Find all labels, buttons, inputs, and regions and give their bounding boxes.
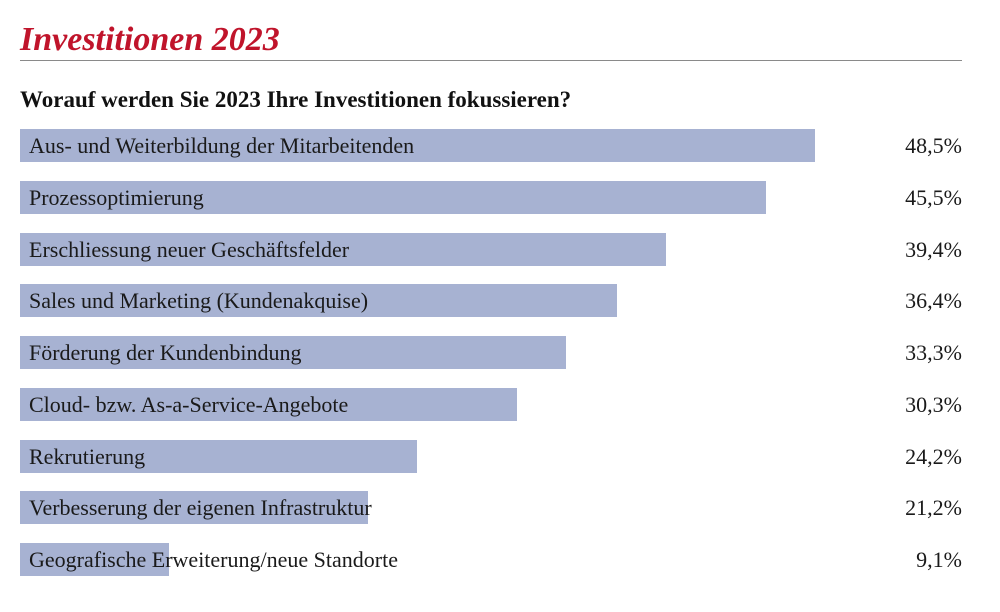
bar-row: Sales und Marketing (Kundenakquise) 36,4% bbox=[20, 284, 962, 317]
bar bbox=[20, 440, 417, 473]
bar-row: Erschliessung neuer Geschäftsfelder 39,4% bbox=[20, 233, 962, 266]
value-label: 30,3% bbox=[905, 392, 962, 417]
category-label: Sales und Marketing (Kundenakquise) bbox=[29, 288, 369, 313]
category-label: Verbesserung der eigenen Infrastruktur bbox=[29, 495, 372, 520]
value-label: 24,2% bbox=[905, 444, 962, 469]
bar bbox=[20, 181, 766, 214]
value-label: 36,4% bbox=[905, 288, 962, 313]
value-label: 48,5% bbox=[905, 133, 962, 158]
bar bbox=[20, 336, 566, 369]
category-label: Prozessoptimierung bbox=[29, 185, 204, 210]
category-label: Rekrutierung bbox=[29, 444, 146, 469]
value-label: 45,5% bbox=[905, 185, 962, 210]
bar-row: Rekrutierung 24,2% bbox=[20, 440, 962, 473]
bar bbox=[20, 491, 368, 524]
chart-question: Worauf werden Sie 2023 Ihre Investitione… bbox=[20, 87, 572, 112]
bar-row: Förderung der Kundenbindung 33,3% bbox=[20, 336, 962, 369]
value-label: 9,1% bbox=[916, 547, 962, 572]
bar bbox=[20, 284, 617, 317]
category-label: Cloud- bzw. As-a-Service-Angebote bbox=[29, 392, 349, 417]
category-label: Erschliessung neuer Geschäftsfelder bbox=[29, 237, 350, 262]
bar bbox=[20, 543, 169, 576]
title-divider bbox=[20, 60, 962, 61]
bar-row: Prozessoptimierung 45,5% bbox=[20, 181, 962, 214]
bar-row: Aus- und Weiterbildung der Mitarbeitende… bbox=[20, 129, 962, 162]
bar-row: Geografische Erweiterung/neue Standorte 9… bbox=[20, 543, 962, 576]
bar-row: Cloud- bzw. As-a-Service-Angebote 30,3% bbox=[20, 388, 962, 421]
bar bbox=[20, 129, 815, 162]
category-label: Aus- und Weiterbildung der Mitarbeitende… bbox=[29, 133, 415, 158]
bar bbox=[20, 388, 517, 421]
value-label: 39,4% bbox=[905, 237, 962, 262]
chart-title: Investitionen 2023 bbox=[20, 21, 280, 58]
bar-row: Verbesserung der eigenen Infrastruktur 21… bbox=[20, 491, 962, 524]
category-label: Geografische Erweiterung/neue Standorte bbox=[29, 547, 398, 572]
value-label: 33,3% bbox=[905, 340, 962, 365]
category-label: Förderung der Kundenbindung bbox=[29, 340, 302, 365]
bar bbox=[20, 233, 666, 266]
value-label: 21,2% bbox=[905, 495, 962, 520]
bar-chart: Aus- und Weiterbildung der Mitarbeitende… bbox=[20, 129, 962, 589]
